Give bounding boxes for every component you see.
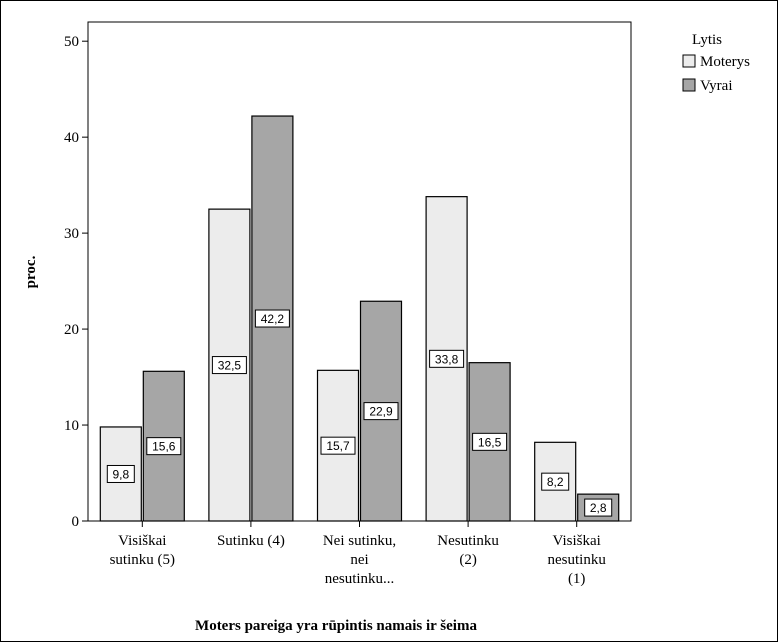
data-label: 15,7: [326, 439, 350, 453]
data-label-box: [363, 402, 399, 421]
x-axis-title: Moters pareiga yra rūpintis namais ir še…: [195, 618, 477, 634]
y-tick-label: 10: [64, 418, 79, 434]
x-tick-label: sutinku (5): [110, 552, 175, 568]
x-tick-label: Nesutinku: [437, 533, 499, 549]
legend-swatch: [682, 78, 696, 92]
y-tick-label: 20: [64, 322, 79, 338]
x-tick-label: Nei sutinku,: [323, 533, 396, 549]
data-label-box: [320, 436, 356, 455]
x-tick-label: Visiškai: [118, 533, 166, 549]
legend-entry: Vyrai: [700, 78, 733, 94]
data-label-box: [472, 432, 508, 451]
data-label: 8,2: [547, 475, 564, 489]
y-tick-label: 0: [72, 514, 80, 530]
data-label: 16,5: [478, 435, 502, 449]
x-tick-label: nesutinku...: [325, 571, 395, 587]
y-tick-label: 30: [64, 226, 79, 242]
data-label-box: [146, 437, 182, 456]
legend: Lytis Moterys Vyrai: [682, 32, 750, 94]
data-label: 42,2: [261, 312, 285, 326]
legend-swatch: [682, 54, 696, 68]
data-label-box: [541, 472, 570, 491]
x-tick-label: (2): [459, 552, 477, 568]
data-label-box: [211, 356, 247, 375]
x-tick-label: nei: [350, 552, 368, 568]
data-label-box: [106, 464, 135, 483]
data-label: 33,8: [435, 352, 459, 366]
x-tick-label: Visiškai: [553, 533, 601, 549]
data-label: 15,6: [152, 440, 176, 454]
data-label: 2,8: [590, 501, 607, 515]
data-label-box: [584, 498, 613, 517]
y-tick-label: 50: [64, 34, 79, 50]
x-tick-label: (1): [568, 571, 586, 587]
data-label-box: [254, 309, 290, 328]
x-tick-label: nesutinku: [548, 552, 607, 568]
y-tick-label: 40: [64, 130, 79, 146]
legend-title: Lytis: [692, 32, 722, 48]
y-axis-title: proc.: [23, 255, 39, 288]
data-label-box: [429, 349, 465, 368]
plot-area: 0 10 20 30 40 50 9,8 15,6 Visiškai sutinku (5) 32,…: [64, 21, 632, 587]
x-tick-label: Sutinku (4): [217, 533, 285, 549]
data-label: 9,8: [112, 467, 129, 481]
legend-entry: Moterys: [700, 54, 750, 70]
data-label: 22,9: [369, 405, 393, 419]
data-label: 32,5: [218, 359, 242, 373]
